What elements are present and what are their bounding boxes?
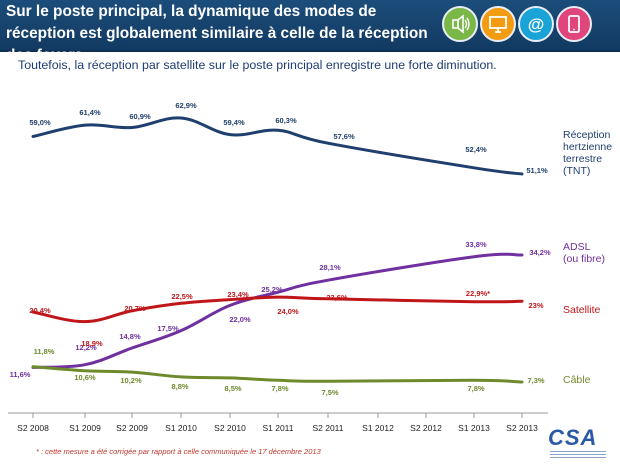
footnote: * : cette mesure a été corrigée par rapp… — [36, 447, 321, 456]
series-line — [31, 252, 524, 369]
legend-label: ADSL — [563, 241, 591, 253]
tablet-icon[interactable] — [556, 6, 592, 42]
tv-icon[interactable] — [480, 6, 516, 42]
series-line — [31, 116, 524, 176]
csa-logo: CSA — [548, 425, 608, 463]
x-tick-label: S2 2013 — [506, 423, 538, 433]
data-label: 23% — [528, 301, 543, 310]
data-label: 10,2% — [120, 376, 142, 385]
legend-label: (ou fibre) — [563, 253, 605, 265]
data-label: 23,4% — [227, 290, 249, 299]
data-label: 34,2% — [529, 248, 551, 257]
data-label: 22,5% — [171, 292, 193, 301]
data-label: 8,5% — [224, 384, 241, 393]
legend-label: Satellite — [563, 304, 601, 316]
series-line — [31, 295, 524, 324]
data-label: 17,5% — [157, 324, 179, 333]
legend-label: hertzienne — [563, 141, 612, 153]
data-label: 52,4% — [465, 145, 487, 154]
page-title: Sur le poste principal, la dynamique des… — [6, 3, 428, 64]
data-label: 57,6% — [333, 132, 355, 141]
x-tick-label: S2 2009 — [116, 423, 148, 433]
data-label: 20,4% — [29, 306, 51, 315]
speaker-icon[interactable] — [442, 6, 478, 42]
at-icon[interactable]: @ — [518, 6, 554, 42]
data-label: 51,1% — [526, 166, 548, 175]
data-label: 7,8% — [271, 384, 288, 393]
data-label: 7,8% — [467, 384, 484, 393]
reception-line-chart: S2 2008 S1 2009 S2 2009 S1 2010 S2 2010 S1 20… — [8, 101, 612, 433]
legend-label: Réception — [563, 129, 610, 141]
legend-label: Câble — [563, 374, 591, 386]
data-label: 60,3% — [275, 116, 297, 125]
series-line — [31, 365, 524, 384]
logo-text: CSA — [548, 425, 598, 450]
svg-text:@: @ — [528, 15, 545, 34]
data-label: 22,0% — [229, 315, 251, 324]
data-label: 28,1% — [319, 263, 341, 272]
legend-label: (TNT) — [563, 165, 590, 177]
data-label: 22,9%* — [466, 289, 490, 298]
data-label: 7,5% — [321, 388, 338, 397]
data-label: 25,2% — [261, 285, 283, 294]
x-tick-label: S1 2012 — [362, 423, 394, 433]
data-label: 61,4% — [79, 108, 101, 117]
data-label: 14,8% — [119, 332, 141, 341]
x-tick-label: S2 2011 — [312, 423, 343, 433]
x-tick-label: S1 2011 — [262, 423, 293, 433]
x-tick-label: S2 2012 — [410, 423, 442, 433]
x-tick-label: S2 2010 — [214, 423, 246, 433]
data-label: 23,6% — [326, 293, 348, 302]
data-label: 24,0% — [277, 307, 299, 316]
chart-subtitle: Toutefois, la réception par satellite su… — [18, 58, 497, 72]
data-label: 18,9% — [81, 339, 103, 348]
x-tick-label: S1 2009 — [69, 423, 101, 433]
data-label: 11,6% — [10, 370, 31, 379]
data-label: 7,3% — [527, 376, 544, 385]
data-label: 11,8% — [34, 347, 55, 356]
data-label: 59,0% — [29, 118, 51, 127]
data-label: 20,7% — [124, 304, 146, 313]
data-label: 62,9% — [175, 101, 197, 110]
header-bar: Sur le poste principal, la dynamique des… — [0, 0, 620, 64]
data-label: 10,6% — [74, 373, 96, 382]
data-label: 60,9% — [129, 112, 151, 121]
data-label: 12,2% — [75, 343, 97, 352]
legend-label: terrestre — [563, 153, 602, 165]
x-tick-label: S2 2008 — [17, 423, 49, 433]
data-label: 33,8% — [465, 240, 487, 249]
logo-decoration — [550, 451, 606, 463]
x-tick-label: S1 2010 — [165, 423, 197, 433]
x-tick-label: S1 2013 — [458, 423, 490, 433]
data-label: 59,4% — [223, 118, 245, 127]
data-label: 8,8% — [171, 382, 188, 391]
